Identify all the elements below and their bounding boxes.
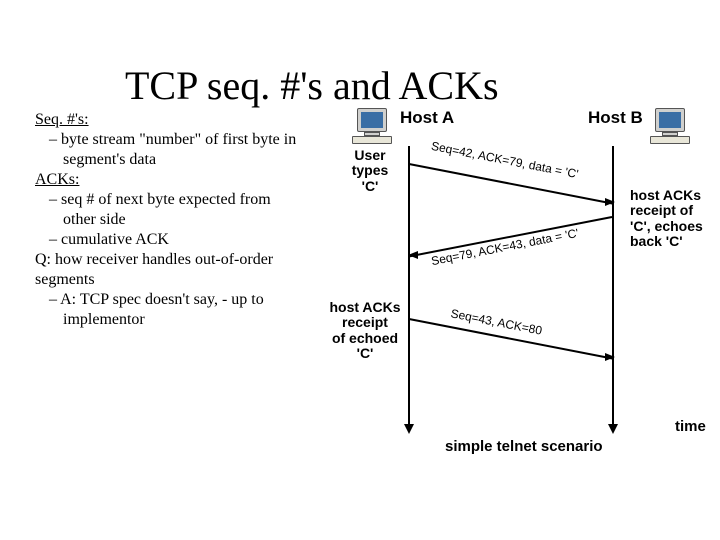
q-answer-text: A: TCP spec doesn't say, - up to impleme… — [60, 291, 264, 328]
ack-item2-text: cumulative ACK — [61, 231, 169, 248]
seq-item-text: byte stream "number" of first byte in se… — [61, 131, 296, 168]
msg3-label: Seq=43, ACK=80 — [450, 306, 544, 337]
ack-item1-text: seq # of next byte expected from other s… — [61, 191, 271, 228]
host-a-label: Host A — [400, 108, 454, 128]
ack-item-1: – seq # of next byte expected from other… — [35, 190, 305, 230]
ack-item-2: – cumulative ACK — [35, 230, 305, 250]
msg2-arrow — [408, 251, 418, 259]
event-host-acks: host ACKsreceiptof echoed'C' — [320, 300, 410, 362]
time-label: time — [675, 418, 706, 435]
ack-heading: ACKs: — [35, 170, 305, 190]
seq-heading: Seq. #'s: — [35, 110, 305, 130]
timeline-a-arrow — [404, 424, 414, 434]
host-b-note: host ACKsreceipt of'C', echoesback 'C' — [630, 188, 720, 250]
timing-diagram: Host A Host B Usertypes'C' host ACKsrece… — [330, 108, 710, 468]
timeline-a — [408, 146, 410, 426]
msg3-arrow — [605, 353, 615, 361]
seq-item: – byte stream "number" of first byte in … — [35, 130, 305, 170]
page-title: TCP seq. #'s and ACKs — [125, 62, 499, 109]
msg1-arrow — [605, 198, 615, 206]
left-column: Seq. #'s: – byte stream "number" of firs… — [35, 110, 305, 330]
timeline-b — [612, 146, 614, 426]
msg1-label: Seq=42, ACK=79, data = 'C' — [430, 139, 580, 181]
msg1-line — [409, 163, 613, 204]
computer-b-icon — [650, 108, 690, 144]
event-user-types: Usertypes'C' — [340, 148, 400, 194]
q-answer: – A: TCP spec doesn't say, - up to imple… — [35, 290, 305, 330]
timeline-b-arrow — [608, 424, 618, 434]
host-b-label: Host B — [588, 108, 643, 128]
diagram-caption: simple telnet scenario — [445, 438, 603, 455]
q-heading: Q: how receiver handles out-of-order seg… — [35, 250, 305, 290]
computer-a-icon — [352, 108, 392, 144]
